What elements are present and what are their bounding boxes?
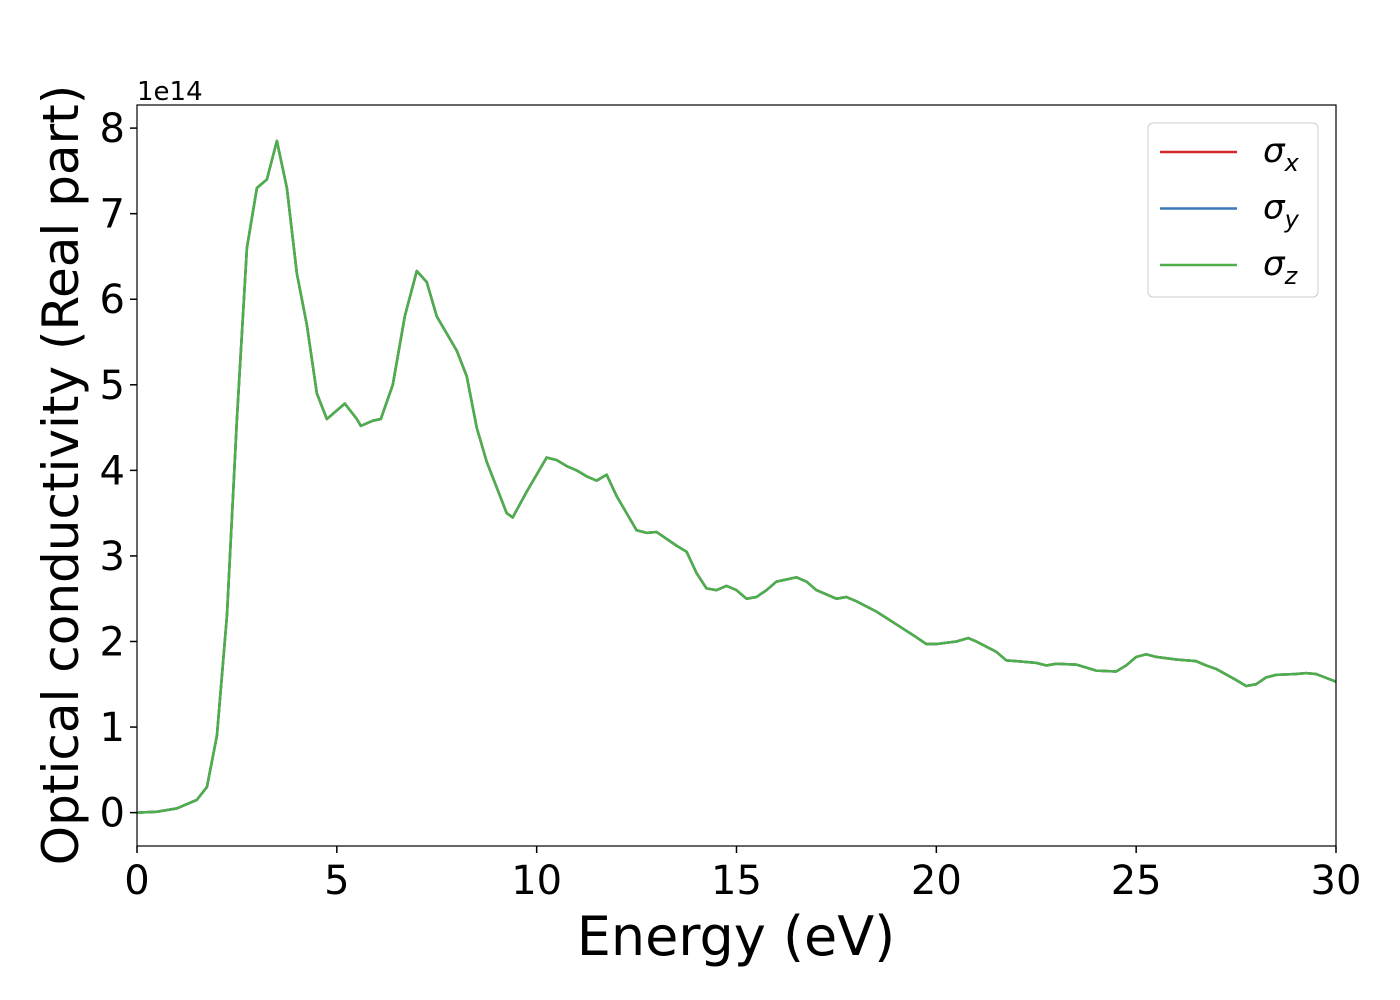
x-tick-label: 20	[911, 858, 962, 904]
line-series	[136, 139, 1337, 814]
y-tick-label: 5	[100, 363, 125, 409]
y-tick-label: 7	[100, 192, 125, 238]
legend-box	[1147, 122, 1319, 298]
legend-label: σy	[1263, 188, 1300, 234]
plot-frame	[136, 104, 1337, 847]
x-tick-label: 30	[1311, 858, 1362, 904]
x-tick-label: 15	[711, 858, 762, 904]
x-tick-label: 25	[1111, 858, 1162, 904]
y-offset-label: 1e14	[137, 77, 203, 107]
x-axis-label: Energy (eV)	[577, 905, 896, 968]
y-tick-label: 4	[100, 448, 125, 494]
y-axis-label: Optical conductivity (Real part)	[32, 85, 90, 866]
y-tick-label: 6	[100, 277, 125, 323]
x-tick-label: 10	[511, 858, 562, 904]
y-tick-label: 0	[100, 791, 125, 837]
legend: σx σy σz	[1147, 122, 1319, 298]
y-tick-label: 1	[100, 705, 125, 751]
x-tick-label: 0	[124, 858, 149, 904]
y-tick-label: 2	[100, 619, 125, 665]
legend-label: σx	[1263, 131, 1300, 177]
y-tick-label: 8	[100, 106, 125, 152]
y-tick-label: 3	[100, 534, 125, 580]
x-tick-label: 5	[324, 858, 349, 904]
legend-label: σz	[1263, 244, 1299, 290]
